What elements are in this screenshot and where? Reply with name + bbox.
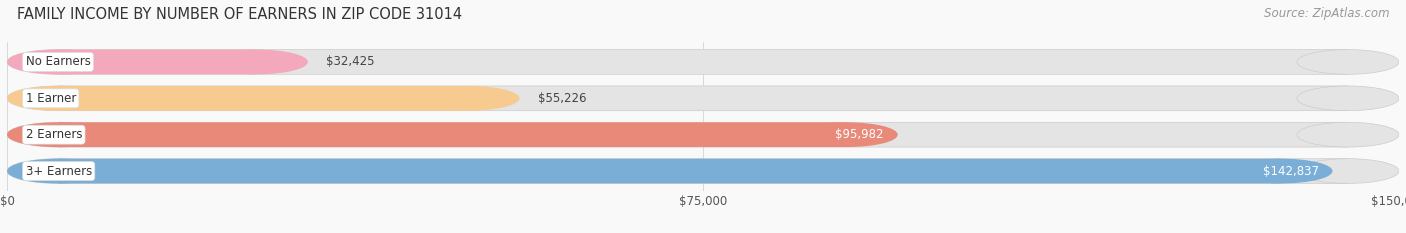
Text: 1 Earner: 1 Earner bbox=[25, 92, 76, 105]
Text: Source: ZipAtlas.com: Source: ZipAtlas.com bbox=[1264, 7, 1389, 20]
Text: FAMILY INCOME BY NUMBER OF EARNERS IN ZIP CODE 31014: FAMILY INCOME BY NUMBER OF EARNERS IN ZI… bbox=[17, 7, 463, 22]
Text: 2 Earners: 2 Earners bbox=[25, 128, 82, 141]
FancyBboxPatch shape bbox=[58, 86, 468, 111]
FancyBboxPatch shape bbox=[58, 50, 257, 74]
FancyBboxPatch shape bbox=[58, 122, 1348, 147]
Ellipse shape bbox=[1230, 159, 1333, 183]
FancyBboxPatch shape bbox=[58, 50, 1348, 74]
Text: No Earners: No Earners bbox=[25, 55, 90, 69]
Text: $32,425: $32,425 bbox=[326, 55, 375, 69]
FancyBboxPatch shape bbox=[58, 159, 1348, 183]
Ellipse shape bbox=[7, 86, 110, 111]
Ellipse shape bbox=[1296, 50, 1399, 74]
FancyBboxPatch shape bbox=[58, 86, 1348, 111]
Ellipse shape bbox=[7, 122, 110, 147]
Ellipse shape bbox=[7, 159, 110, 183]
Ellipse shape bbox=[7, 50, 110, 74]
Text: $55,226: $55,226 bbox=[538, 92, 586, 105]
Ellipse shape bbox=[418, 86, 519, 111]
Text: $142,837: $142,837 bbox=[1263, 164, 1319, 178]
Ellipse shape bbox=[205, 50, 308, 74]
Ellipse shape bbox=[7, 122, 110, 147]
Ellipse shape bbox=[7, 159, 110, 183]
Ellipse shape bbox=[796, 122, 897, 147]
Ellipse shape bbox=[1296, 122, 1399, 147]
Ellipse shape bbox=[7, 86, 110, 111]
Ellipse shape bbox=[1296, 86, 1399, 111]
Text: $95,982: $95,982 bbox=[835, 128, 884, 141]
Text: 3+ Earners: 3+ Earners bbox=[25, 164, 91, 178]
FancyBboxPatch shape bbox=[58, 159, 1281, 183]
FancyBboxPatch shape bbox=[58, 122, 846, 147]
Ellipse shape bbox=[1296, 159, 1399, 183]
Ellipse shape bbox=[7, 50, 110, 74]
